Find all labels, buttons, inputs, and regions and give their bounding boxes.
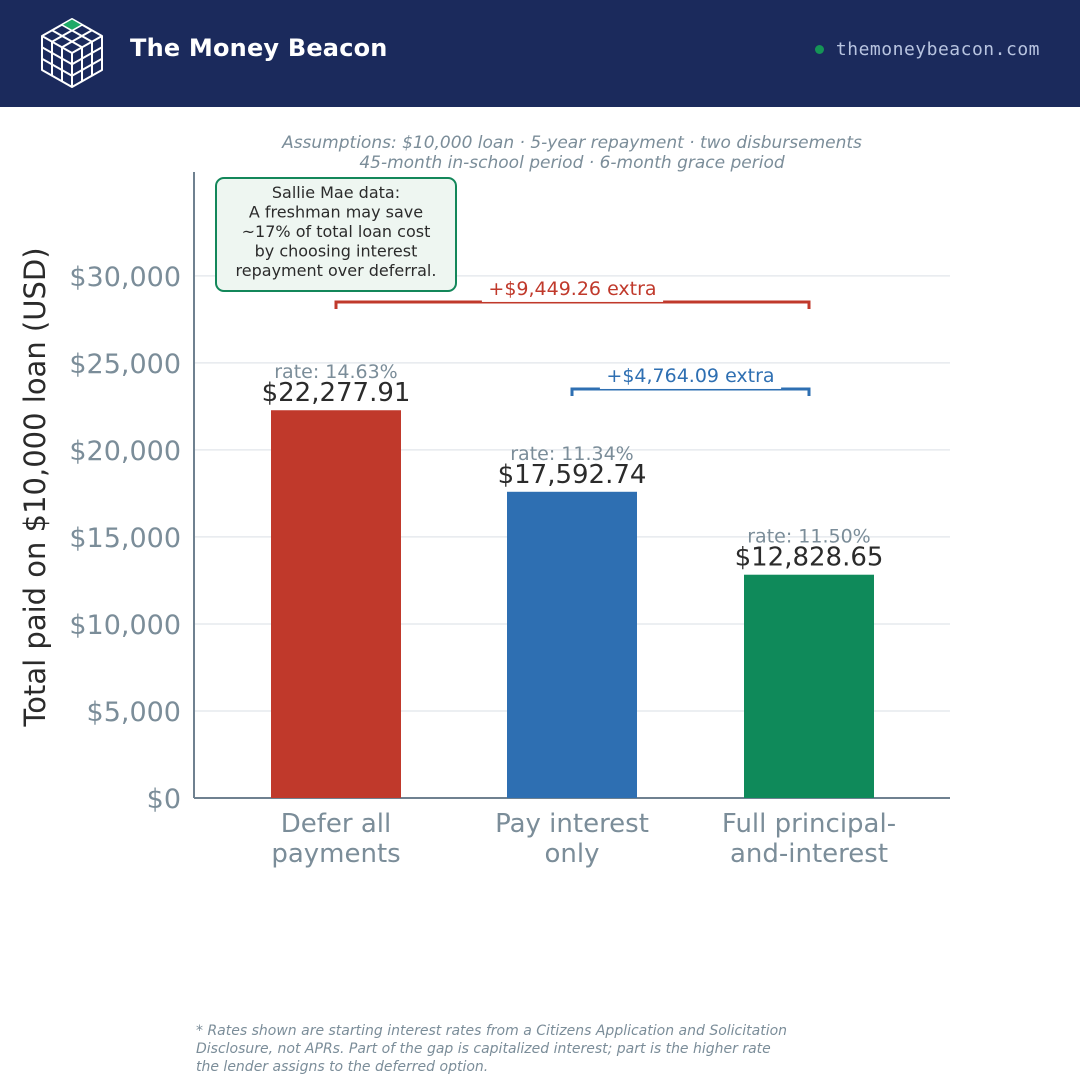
- assumptions-note: Assumptions: $10,000 loan · 5-year repay…: [0, 133, 1080, 173]
- bar-1: [271, 410, 401, 798]
- difference-bracket: [570, 387, 811, 396]
- bar-2: [507, 491, 637, 798]
- brand-name: The Money Beacon: [130, 34, 388, 62]
- assumptions-line-2: 45-month in-school period · 6-month grac…: [359, 153, 785, 173]
- x-tick-label: and-interest: [730, 839, 888, 869]
- y-tick-label: $30,000: [69, 262, 181, 293]
- callout-text: by choosing interest: [255, 242, 418, 261]
- value-label: $22,277.91: [262, 378, 411, 408]
- assumptions-line-1: Assumptions: $10,000 loan · 5-year repay…: [282, 133, 862, 153]
- rate-label: rate: 11.50%: [747, 526, 870, 548]
- value-label: $12,828.65: [735, 543, 884, 573]
- bracket-label-bg: [481, 277, 664, 302]
- x-tick-label: Pay interest: [495, 809, 649, 839]
- difference-bracket: [334, 300, 811, 309]
- x-tick-label: payments: [271, 839, 400, 869]
- site-url[interactable]: themoneybeacon.com: [814, 39, 1040, 60]
- rate-label: rate: 14.63%: [274, 361, 397, 383]
- bar-3: [744, 574, 874, 798]
- callout-text: A freshman may save: [249, 203, 423, 222]
- y-tick-label: $0: [147, 784, 181, 815]
- rate-label: rate: 11.34%: [510, 443, 633, 465]
- y-tick-label: $25,000: [69, 349, 181, 380]
- site-header: The Money Beacon themoneybeacon.com: [0, 0, 1080, 107]
- status-dot-icon: [814, 44, 824, 54]
- callout-text: ~17% of total loan cost: [242, 222, 431, 241]
- y-tick-label: $15,000: [69, 523, 181, 554]
- site-url-text: themoneybeacon.com: [835, 39, 1040, 60]
- y-axis-title: Total paid on $10,000 loan (USD): [18, 247, 52, 727]
- callout-text: repayment over deferral.: [236, 261, 437, 280]
- value-label: $17,592.74: [498, 460, 647, 490]
- bracket-label: +$4,764.09 extra: [606, 365, 774, 387]
- bracket-label-bg: [599, 364, 782, 389]
- bracket-label: +$9,449.26 extra: [488, 278, 656, 300]
- cube-grid-icon: [41, 18, 103, 88]
- y-tick-label: $10,000: [69, 610, 181, 641]
- callout-box: [215, 177, 457, 292]
- callout-text: Sallie Mae data:: [272, 183, 400, 202]
- y-tick-label: $5,000: [87, 697, 181, 728]
- footnote: * Rates shown are starting interest rate…: [196, 1023, 788, 1075]
- x-tick-label: Defer all: [281, 809, 392, 839]
- x-tick-label: only: [545, 839, 600, 869]
- x-tick-label: Full principal-: [722, 809, 896, 839]
- y-tick-label: $20,000: [69, 436, 181, 467]
